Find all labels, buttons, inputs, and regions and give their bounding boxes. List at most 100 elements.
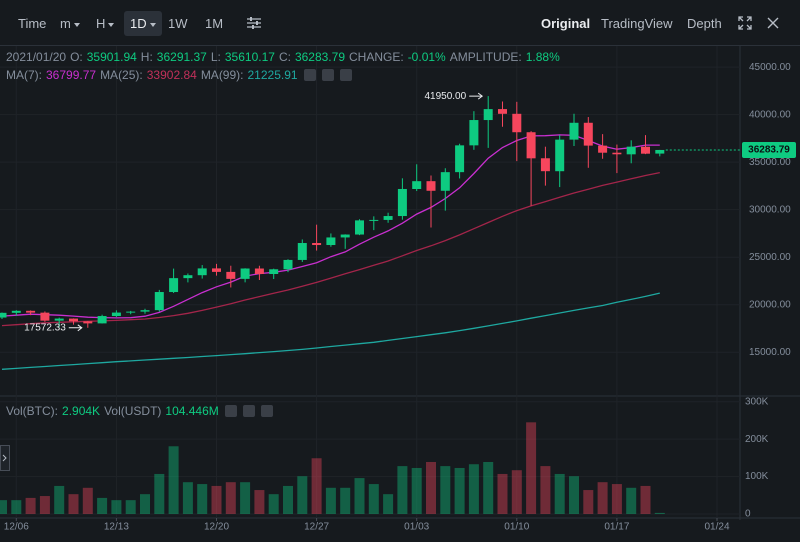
vol-btc-value: 2.904K <box>62 404 101 418</box>
candle-body <box>183 275 193 279</box>
candle-body <box>569 122 579 140</box>
time-button[interactable]: Time <box>18 16 47 31</box>
volume-bar <box>82 487 93 514</box>
volume-bar <box>97 497 108 514</box>
low-value: 35610.17 <box>224 50 275 64</box>
candle-body <box>169 278 179 293</box>
tradingview-tab[interactable]: TradingView <box>601 16 673 31</box>
month-button[interactable]: 1M <box>205 16 224 31</box>
volume-bar <box>340 487 351 514</box>
candle-body <box>583 122 593 146</box>
candle-body <box>626 146 636 155</box>
side-panel-toggle[interactable] <box>0 445 10 471</box>
vol-btc-label: Vol(BTC): <box>6 404 59 418</box>
candle-body <box>111 312 121 317</box>
date: 2021/01/20 <box>6 50 67 64</box>
visibility-icon[interactable] <box>303 69 316 81</box>
candle-body <box>540 158 550 172</box>
volume-bar <box>211 485 222 514</box>
volume-bar <box>125 500 136 514</box>
volume-bar <box>311 458 322 514</box>
candle-body <box>226 271 236 279</box>
change-label: CHANGE: <box>349 50 404 64</box>
volume-bar <box>197 484 208 514</box>
close-icon[interactable] <box>339 69 352 81</box>
y-tick-label: 45000.00 <box>749 62 791 73</box>
candle-body <box>197 268 207 276</box>
candle-body <box>340 234 350 238</box>
volume-bar <box>640 485 651 514</box>
volume-bar <box>240 482 251 514</box>
candle-body <box>240 268 250 279</box>
high-label: H: <box>140 50 153 64</box>
candle-body <box>154 292 164 311</box>
candle-body <box>426 181 436 191</box>
candle-body <box>212 268 221 272</box>
close-icon[interactable] <box>767 17 779 29</box>
candle-body <box>512 113 522 133</box>
volume-bar <box>154 473 165 514</box>
x-tick-label: 12/06 <box>4 522 29 533</box>
original-tab[interactable]: Original <box>541 16 591 31</box>
volume-bar <box>368 484 379 514</box>
y-tick-label: 300K <box>745 396 769 407</box>
close-value: 36283.79 <box>294 50 345 64</box>
volume-bar <box>611 484 622 514</box>
candle-body <box>598 145 608 153</box>
last-price-tag <box>742 141 796 158</box>
candle-body <box>655 149 665 154</box>
day-button[interactable]: 1D <box>124 11 162 36</box>
settings-icon[interactable] <box>246 16 262 30</box>
volume-bar <box>583 490 594 514</box>
open-value: 35901.94 <box>86 50 137 64</box>
y-tick-label: 25000.00 <box>749 252 791 263</box>
amplitude-label: AMPLITUDE: <box>449 50 522 64</box>
hour-button[interactable]: H <box>96 16 114 31</box>
annotation: 17572.33 <box>24 322 66 333</box>
ohlc-info: 2021/01/20 O: 35901.94 H: 36291.37 L: 35610… <box>6 50 560 64</box>
ma-name: MA(25): <box>100 68 143 82</box>
y-tick-label: 100K <box>745 471 769 482</box>
candle-body <box>283 259 293 270</box>
week-button[interactable]: 1W <box>168 16 188 31</box>
candle-body <box>440 172 450 191</box>
y-tick-label: 0 <box>745 509 751 520</box>
y-tick-label: 20000.00 <box>749 299 791 310</box>
annotation-arrow <box>469 92 484 100</box>
depth-tab[interactable]: Depth <box>687 16 722 31</box>
ma-legend: MA(7): 36799.77 MA(25): 33902.84 MA(99): 21… <box>6 68 352 82</box>
candle-body <box>397 188 407 217</box>
close-icon[interactable] <box>260 405 273 417</box>
candle-body <box>54 318 64 321</box>
ma-name: MA(99): <box>200 68 244 82</box>
settings-icon[interactable] <box>321 69 334 81</box>
expand-icon[interactable] <box>738 16 752 30</box>
volume-bar <box>497 473 508 514</box>
ma-value: 33902.84 <box>146 68 197 82</box>
x-tick-label: 01/03 <box>404 522 429 533</box>
minute-button[interactable]: m <box>60 16 80 31</box>
volume-bar <box>426 461 436 514</box>
volume-bar <box>25 497 36 514</box>
visibility-icon[interactable] <box>224 405 237 417</box>
candle-body <box>126 311 136 313</box>
ma-line <box>1 292 660 370</box>
volume-bar <box>511 470 522 514</box>
settings-icon[interactable] <box>242 405 255 417</box>
annotation: 41950.00 <box>424 91 466 102</box>
volume-bar <box>468 464 479 514</box>
volume-bar <box>383 494 394 514</box>
volume-bar <box>654 512 665 514</box>
x-tick-label: 01/17 <box>604 522 629 533</box>
volume-bar <box>597 482 608 514</box>
volume-bar <box>168 446 179 514</box>
ma-line <box>1 171 660 327</box>
candle-body <box>641 146 650 154</box>
candle-body <box>612 152 622 155</box>
volume-bar <box>0 500 7 514</box>
candle-body <box>555 139 565 172</box>
volume-bar <box>540 466 551 514</box>
vol-usdt-value: 104.446M <box>165 404 219 418</box>
candle-body <box>469 120 479 146</box>
